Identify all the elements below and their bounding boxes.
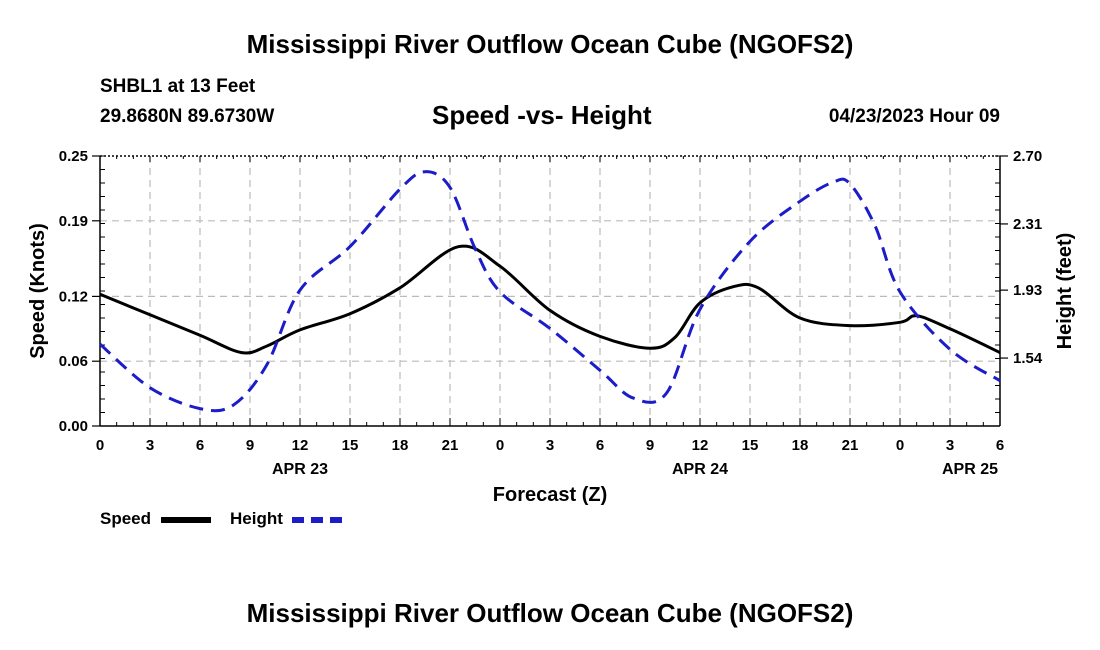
chart-subtitle: Speed -vs- Height — [432, 100, 652, 130]
x-tick-label: 18 — [392, 437, 409, 454]
x-tick-label: 15 — [742, 437, 759, 454]
legend-speed-swatch — [161, 517, 211, 523]
legend-speed-label: Speed — [100, 509, 152, 528]
y2-tick-label: 1.54 — [1013, 350, 1043, 367]
x-tick-label: 0 — [96, 437, 104, 454]
y-tick-label: 0.12 — [59, 288, 88, 305]
date-label: APR 23 — [272, 461, 328, 478]
x-tick-label: 18 — [792, 437, 809, 454]
station-label: SHBL1 at 13 Feet — [100, 76, 256, 97]
x-tick-label: 0 — [896, 437, 904, 454]
speed-series-line — [99, 244, 1001, 355]
x-tick-label: 9 — [246, 437, 254, 454]
height-series-line — [99, 170, 1001, 413]
date-label: APR 25 — [942, 461, 998, 478]
x-tick-label: 15 — [342, 437, 359, 454]
y2-tick-label: 2.31 — [1013, 216, 1042, 233]
forecast-datetime: 04/23/2023 Hour 09 — [828, 106, 1000, 127]
x-tick-label: 12 — [692, 437, 709, 454]
x-tick-label: 12 — [292, 437, 309, 454]
y-tick-label: 0.00 — [59, 418, 88, 435]
x-tick-label: 9 — [646, 437, 654, 454]
x-tick-label: 6 — [196, 437, 204, 454]
coordinates-label: 29.8680N 89.6730W — [100, 106, 275, 127]
main-title: Mississippi River Outflow Ocean Cube (NG… — [246, 29, 854, 59]
legend-height-label: Height — [230, 509, 283, 528]
x-tick-label: 6 — [596, 437, 604, 454]
x-tick-label: 3 — [946, 437, 954, 454]
y-axis-title: Speed (Knots) — [27, 223, 49, 359]
y-tick-label: 0.06 — [59, 353, 88, 370]
x-tick-label: 3 — [546, 437, 554, 454]
y-tick-label: 0.19 — [59, 213, 88, 230]
date-label: APR 24 — [672, 461, 728, 478]
y-tick-label: 0.25 — [59, 148, 88, 165]
footer-title: Mississippi River Outflow Ocean Cube (NG… — [246, 598, 854, 628]
x-tick-label: 6 — [996, 437, 1004, 454]
y2-tick-label: 2.70 — [1013, 148, 1042, 165]
x-axis-title: Forecast (Z) — [493, 484, 607, 506]
x-tick-label: 3 — [146, 437, 154, 454]
y2-tick-label: 1.93 — [1013, 282, 1042, 299]
y2-axis-title: Height (feet) — [1054, 233, 1076, 350]
x-tick-label: 21 — [842, 437, 859, 454]
x-tick-label: 0 — [496, 437, 504, 454]
x-tick-label: 21 — [442, 437, 459, 454]
legend-height-swatch — [292, 517, 342, 523]
